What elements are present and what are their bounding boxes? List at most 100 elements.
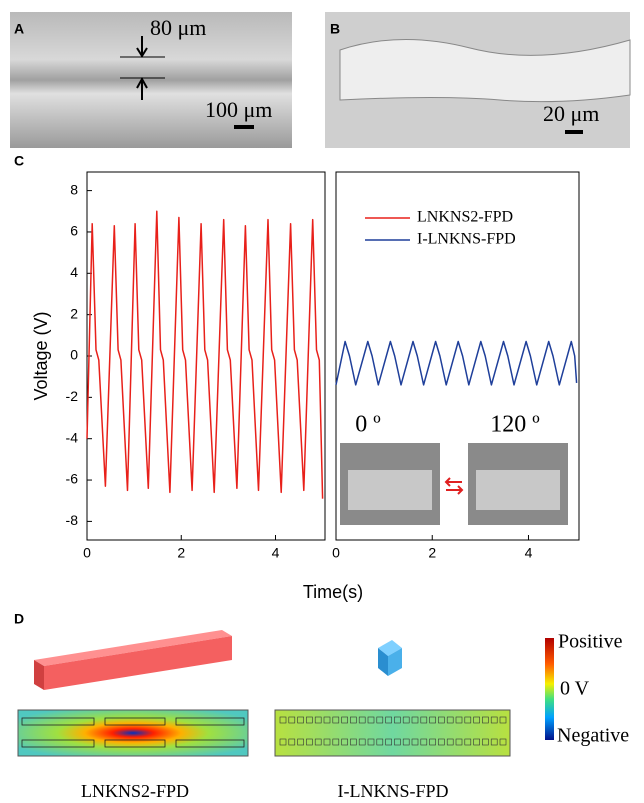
electrode-cell [288,716,296,724]
y-tick-label: 8 [70,181,78,197]
arrow [444,477,464,495]
panel-label: D [14,611,24,627]
electrode-cell [455,738,463,746]
electrode-cell [429,738,436,746]
scale-label: 20 μm [543,101,599,126]
bar-3d [34,660,44,690]
cube [378,648,388,676]
electrode-cell [394,738,401,746]
electrode-cell [297,716,304,724]
electrodes [21,717,245,748]
scale-bar [234,125,254,129]
electrode-cell [306,716,313,724]
electrode-cell [402,738,410,746]
electrode-cell [288,738,296,746]
x-tick-label: 2 [428,545,436,561]
electrode-cell [332,716,340,724]
arrow [136,36,148,100]
cube [378,640,402,656]
electrode-cell [341,738,348,746]
electrodes [279,716,507,746]
y-tick-label: 6 [70,223,78,239]
electrode-cell [438,716,445,724]
colorbar [545,638,554,740]
electrode-cell [482,716,489,724]
electrode-cell [341,716,348,724]
electrode-cell [464,738,472,746]
legend-label: LNKNS2-FPD [417,209,513,226]
electrode-cell [482,738,489,746]
photo-device [476,470,560,510]
electrode-cell [490,716,498,724]
scale-bar [565,130,583,134]
x-tick-label: 2 [177,545,185,561]
electrode-cell [438,738,445,746]
y-tick-label: -8 [66,512,79,528]
electrode-cell [446,738,454,746]
caption: I-LNKNS-FPD [337,781,448,801]
annotation: 80 μm [150,15,206,40]
electrode-cell [473,716,480,724]
fiber [339,39,631,103]
electrode-cell [446,716,454,724]
axes-frame [335,171,580,541]
bar-3d [34,630,232,666]
legend-label: I-LNKNS-FPD [417,231,516,248]
electrode-cell [376,716,384,724]
y-tick-label: 0 [70,347,78,363]
colorbar-label: Positive [558,631,623,653]
electrode-cell [420,716,428,724]
x-tick-label: 0 [83,545,91,561]
y-tick-label: -6 [66,471,79,487]
cube [388,648,402,676]
y-tick-label: -4 [66,429,79,445]
electrode-cell [297,738,304,746]
electrode-cell [411,716,419,724]
electrode-cell [490,738,498,746]
photo-device [348,470,432,510]
panel-label: B [330,21,340,37]
electrode-cell [358,738,366,746]
electrode-cell [411,738,419,746]
x-tick-label: 0 [332,545,340,561]
electrode-cell [499,738,507,746]
x-axis-label: Time(s) [303,582,363,602]
electrode-cell [279,738,287,746]
electrode-cell [350,716,357,724]
y-tick-label: 2 [70,305,78,321]
electrode-cell [350,738,357,746]
electrode-cell [499,716,507,724]
electrode-cell [332,738,340,746]
electrode-cell [473,738,480,746]
electrode-cell [367,738,375,746]
electrode-cell [358,716,366,724]
electrode-cell [323,716,331,724]
panel-label: C [14,153,24,169]
electrode-cell [385,716,392,724]
x-tick-label: 4 [272,545,280,561]
caption: LNKNS2-FPD [81,781,189,801]
panel-label: A [14,21,24,37]
electrode-cell [464,716,472,724]
x-tick-label: 4 [525,545,533,561]
electrode-cell [323,738,331,746]
electrode-cell [455,716,463,724]
colorbar-label: 0 V [560,678,590,700]
electrode-cell [429,716,436,724]
electrode-cell [394,716,401,724]
colorbar-label: Negative [557,725,629,747]
series-line [86,210,324,499]
electrode-cell [314,738,322,746]
electrode-cell [376,738,384,746]
electrode-cell [385,738,392,746]
series-line [335,340,578,386]
y-tick-label: 4 [70,264,78,280]
electrode-cell [402,716,410,724]
electrode-cell [306,738,313,746]
electrode-cell [314,716,322,724]
scale-label: 100 μm [205,97,272,122]
heatmap [17,709,249,757]
y-tick-label: -2 [66,388,79,404]
